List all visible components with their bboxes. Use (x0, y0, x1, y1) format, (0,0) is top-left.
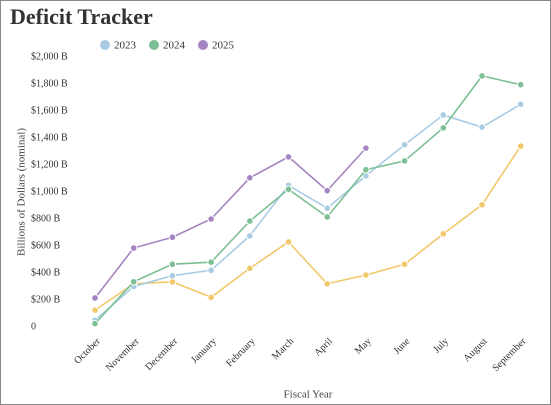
data-point (246, 217, 254, 225)
legend-label: 2025 (212, 40, 235, 52)
data-point (246, 232, 254, 240)
data-point (516, 142, 525, 150)
y-tick-label: $1,600 B (31, 105, 68, 116)
data-point (129, 244, 138, 252)
y-tick-label: 0 (31, 321, 36, 332)
y-tick-label: $600 B (31, 240, 61, 251)
data-point (168, 271, 177, 280)
series-line (94, 145, 522, 311)
data-point (168, 233, 177, 242)
y-tick-label: $400 B (31, 267, 61, 278)
data-point (439, 124, 448, 132)
data-point (516, 80, 525, 89)
x-axis-title: Fiscal Year (284, 389, 333, 401)
data-point (323, 186, 332, 195)
y-tick-label: $1,000 B (31, 186, 68, 197)
data-point (478, 201, 486, 209)
data-point (207, 293, 215, 302)
data-point (323, 280, 332, 288)
series-line (94, 147, 367, 299)
data-point (284, 185, 293, 194)
data-point (246, 264, 254, 273)
series-line (94, 75, 521, 325)
data-point (284, 153, 293, 161)
legend-marker (149, 40, 159, 50)
legend-marker (100, 40, 110, 50)
data-point (91, 306, 99, 314)
y-tick-label: $1,400 B (31, 132, 68, 143)
data-point (400, 157, 409, 165)
legend-label: 2023 (114, 40, 137, 52)
data-point (207, 266, 215, 275)
data-point (284, 238, 293, 246)
data-point (439, 230, 448, 238)
data-point (129, 277, 138, 286)
data-point (168, 260, 177, 269)
data-point (362, 271, 370, 279)
data-point (478, 123, 486, 131)
data-point (323, 213, 332, 221)
data-point (439, 111, 448, 119)
y-tick-label: $2,000 B (31, 51, 68, 62)
data-point (246, 174, 254, 182)
y-tick-label: $1,800 B (31, 78, 68, 89)
data-point (362, 165, 370, 174)
data-point (91, 294, 99, 302)
data-point (400, 260, 409, 269)
y-tick-label: $1,200 B (31, 159, 68, 170)
data-point (207, 258, 215, 267)
chart-title: Deficit Tracker (10, 4, 153, 29)
data-point (362, 144, 370, 152)
data-point (323, 204, 332, 212)
data-point (91, 319, 99, 328)
y-axis-title: Billions of Dollars (nominal) (16, 128, 28, 256)
legend-marker (198, 40, 208, 50)
y-tick-label: $200 B (31, 294, 61, 305)
data-point (400, 140, 409, 149)
data-point (516, 100, 525, 109)
legend-label: 2024 (163, 40, 186, 52)
data-point (478, 72, 486, 80)
data-point (207, 215, 215, 223)
y-tick-label: $800 B (31, 213, 61, 224)
series-line (94, 103, 522, 321)
